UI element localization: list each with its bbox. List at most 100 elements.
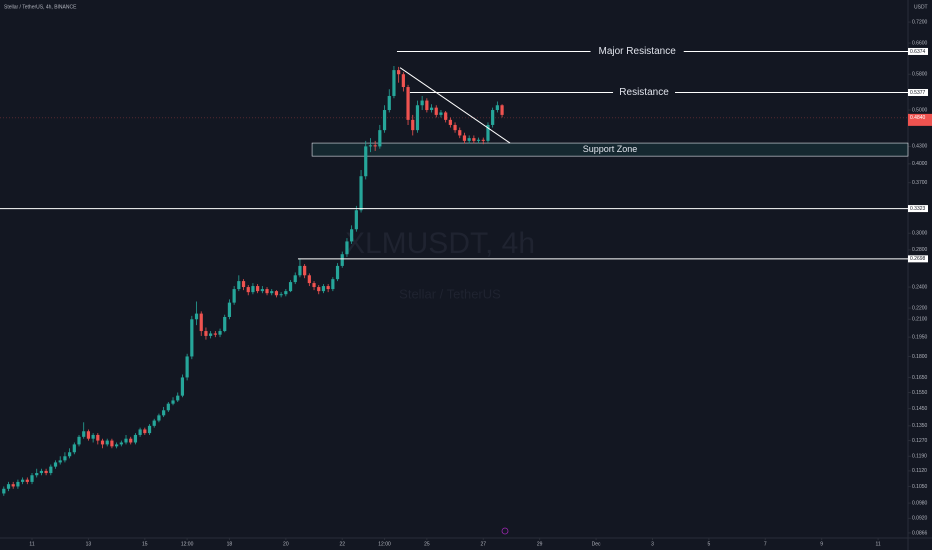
candle-body (2, 488, 6, 494)
price-box (908, 88, 928, 96)
chart-title: Stellar / TetherUS, 4h, BINANCE (4, 4, 77, 10)
candle-body (199, 313, 203, 332)
candle-body (105, 440, 109, 445)
y-tick-label: 0.1050 (912, 484, 928, 490)
candle-body (209, 333, 213, 336)
x-tick-label: 29 (537, 541, 543, 547)
candle-body (147, 425, 152, 434)
candle-body (72, 444, 76, 453)
trendline (399, 67, 511, 144)
candle-body (486, 124, 490, 141)
candle-body (204, 331, 208, 336)
candle-body (35, 473, 39, 476)
candle-body (16, 481, 20, 487)
x-tick-label: 9 (820, 541, 823, 547)
candle-body (133, 434, 138, 443)
price-box-label: 0.2698 (910, 256, 926, 262)
y-tick-label: 0.0866 (912, 530, 928, 536)
zone-label: Support Zone (583, 144, 638, 154)
candle-body (462, 135, 467, 141)
candle-body (274, 291, 279, 296)
candle-body (21, 479, 25, 482)
candle-body (321, 286, 326, 292)
x-tick-label: 15 (142, 541, 148, 547)
candle-body (293, 275, 297, 283)
x-tick-label: Dec (592, 541, 601, 547)
y-tick-label: 0.1550 (912, 390, 928, 396)
price-box (908, 205, 928, 213)
candle-body (110, 440, 114, 447)
candle-body (307, 275, 311, 284)
candle-body (500, 105, 504, 115)
candle-body (326, 286, 330, 290)
candle-body (82, 431, 86, 437)
candle-body (119, 442, 123, 445)
candle-body (298, 265, 302, 276)
candle-body (53, 462, 58, 467)
currency: USDT (914, 4, 928, 10)
x-tick-label: 22 (339, 541, 345, 547)
candle-body (481, 139, 485, 141)
candle-body (467, 138, 471, 141)
candle-body (378, 130, 382, 147)
candle-body (364, 146, 368, 177)
candle-body (392, 70, 396, 96)
price-box (908, 255, 928, 263)
candle-body (458, 130, 462, 136)
replay-icon[interactable] (501, 527, 509, 535)
candle-body (354, 210, 358, 230)
candle-body (368, 145, 373, 147)
y-tick-label: 0.1120 (912, 468, 927, 474)
candle-body (303, 265, 307, 276)
candle-body (124, 438, 128, 443)
candle-body (387, 95, 391, 111)
level-label: Resistance (619, 87, 669, 98)
x-tick-label: 11 (876, 541, 881, 547)
candle-body (317, 287, 321, 292)
candle-body (288, 282, 293, 292)
x-tick-label: 3 (651, 541, 654, 547)
y-tick-label: 0.1650 (912, 375, 928, 381)
candle-body (444, 112, 448, 120)
candle-body (439, 112, 443, 115)
x-tick-label: 25 (424, 541, 430, 547)
candle-body (284, 291, 288, 295)
candle-body (434, 107, 438, 115)
candle-body (429, 107, 434, 111)
price-box-label: 0.5377 (910, 90, 926, 96)
candle-body (237, 281, 241, 290)
candle-body (246, 287, 250, 293)
y-tick-label: 0.3000 (912, 231, 928, 237)
candle-body (476, 139, 481, 141)
candle-body (100, 440, 105, 445)
y-tick-label: 0.7200 (912, 19, 928, 25)
candle-body (6, 484, 11, 489)
x-tick-label: 18 (227, 541, 233, 547)
candle-body (44, 470, 48, 474)
candle-body (406, 87, 410, 120)
support-zone (311, 142, 909, 157)
candle-body (232, 289, 236, 303)
candle-body (223, 316, 227, 332)
candle-body (256, 286, 260, 292)
last-price-box (908, 113, 932, 126)
y-tick-label: 0.0980 (912, 500, 928, 506)
watermark: XLMUSDT, 4h (345, 227, 535, 260)
candle-body (491, 110, 495, 125)
candle-body (86, 431, 91, 439)
y-tick-label: 0.2200 (912, 305, 928, 311)
x-tick-label: 13 (86, 541, 92, 547)
x-tick-label: 27 (480, 541, 486, 547)
candle-body (331, 279, 335, 290)
candle-body (115, 444, 119, 447)
candle-body (373, 145, 377, 147)
candle-body (176, 395, 180, 401)
y-tick-label: 0.0920 (912, 516, 928, 522)
x-tick-label: 7 (764, 541, 767, 547)
x-tick-label: 12:00 (378, 541, 391, 547)
y-tick-label: 0.5000 (912, 107, 928, 113)
candle-body (495, 105, 499, 111)
candle-body (39, 470, 44, 474)
candle-body (397, 70, 401, 75)
